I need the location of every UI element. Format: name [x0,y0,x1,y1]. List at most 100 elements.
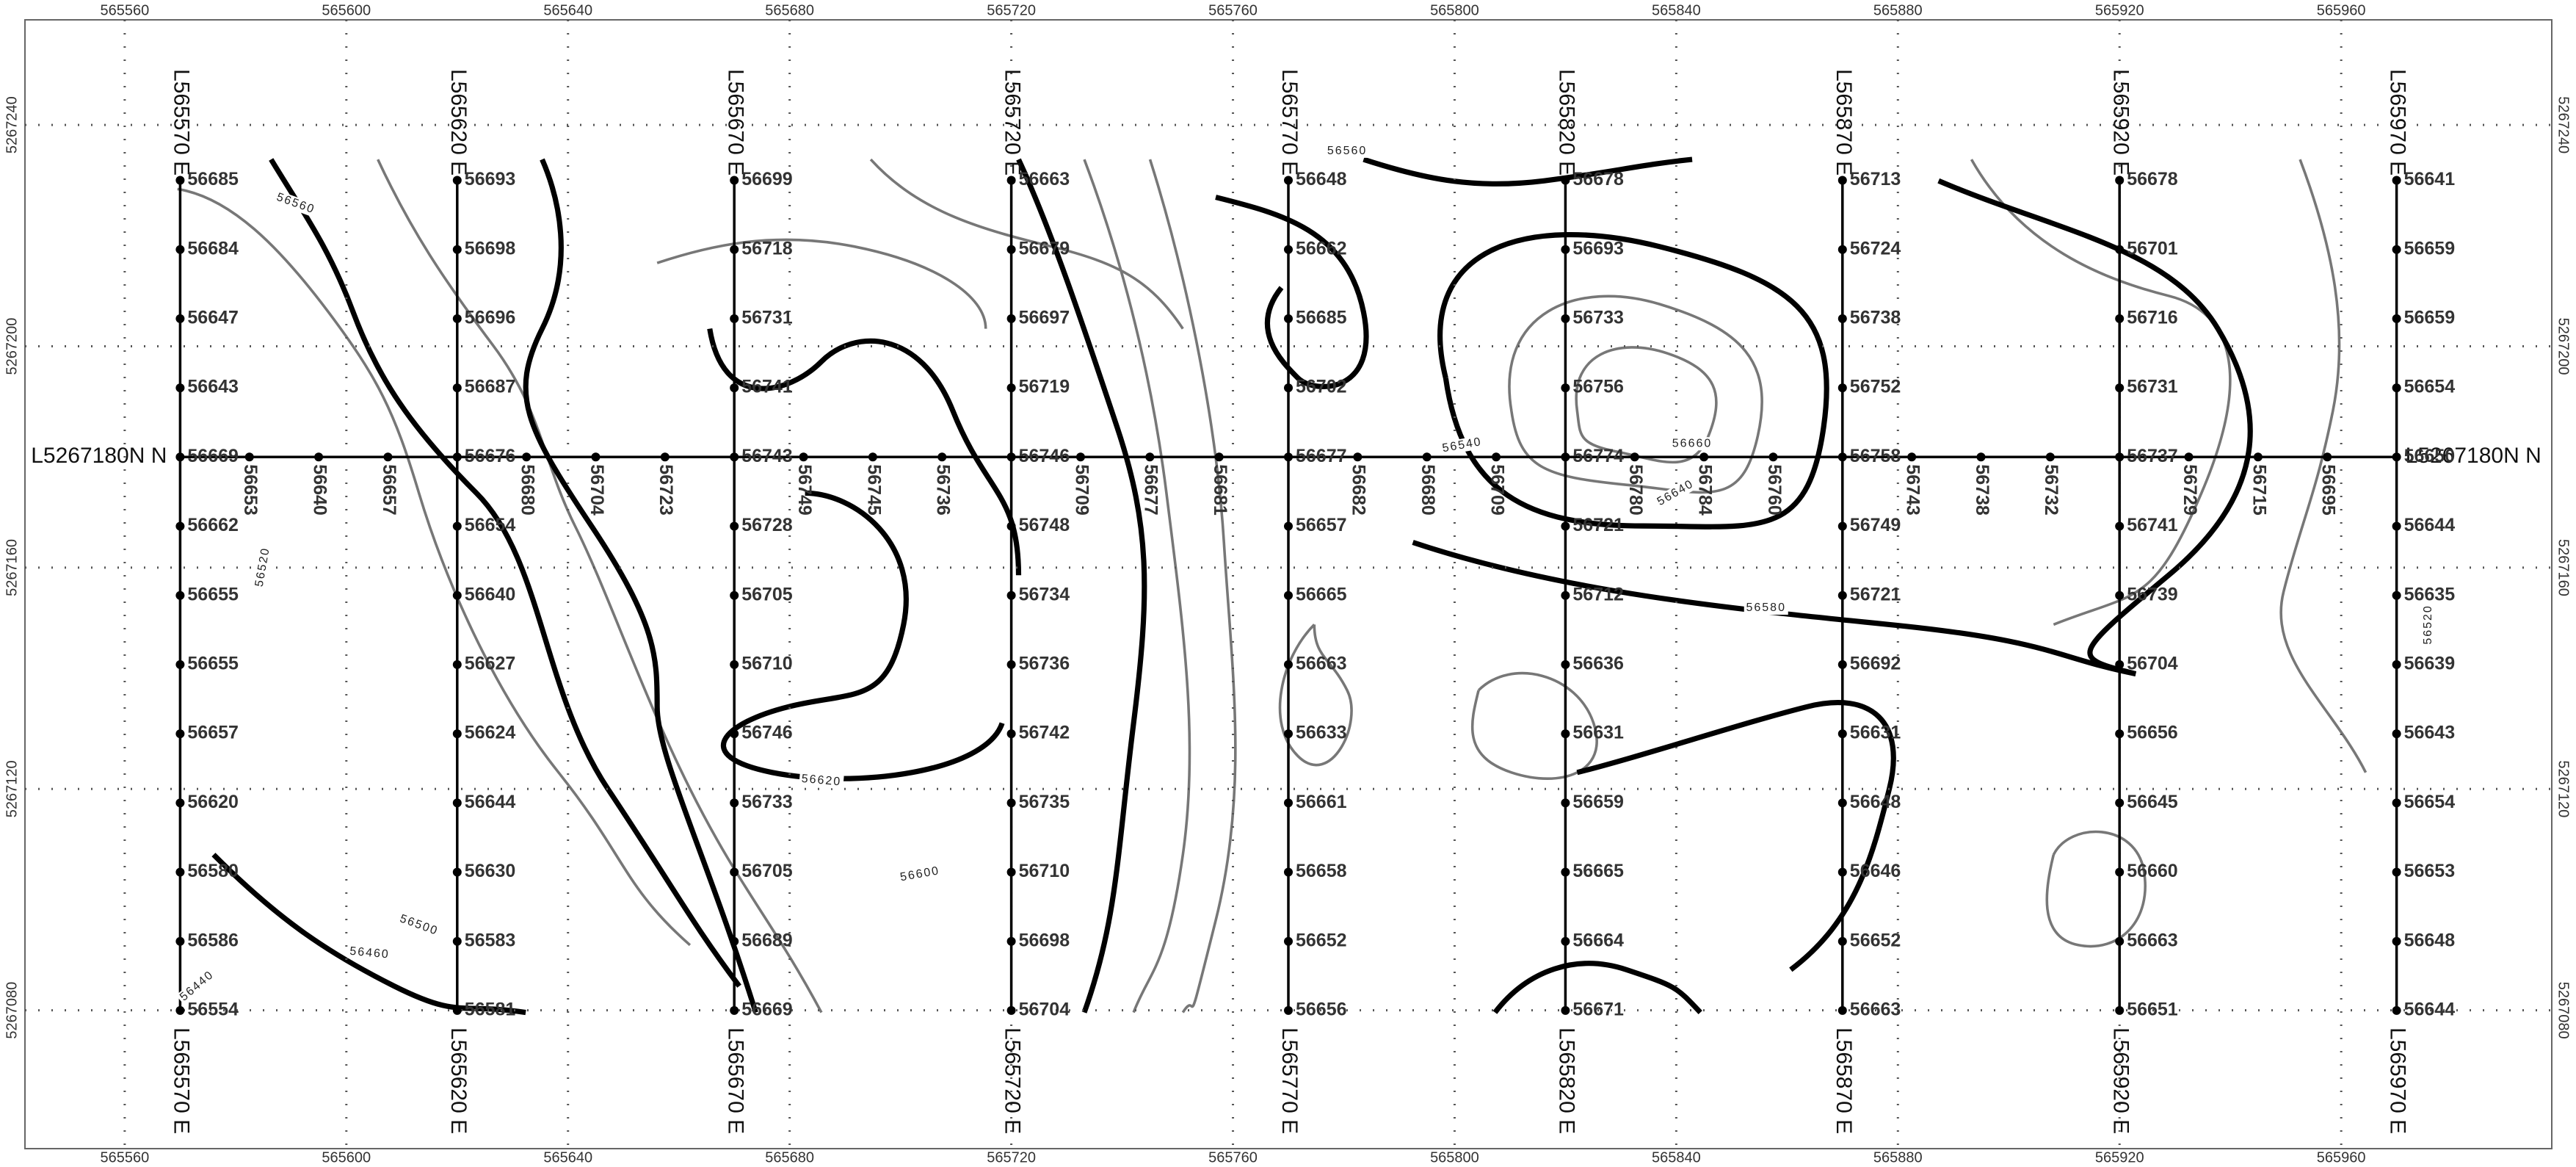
line-label: L565770 E [1277,69,1302,176]
station-value: 56684 [187,238,239,259]
contour [1576,700,1896,972]
station [175,314,185,323]
station-value: 56696 [465,308,516,328]
contour [869,158,1184,330]
line-label: L565670 E [723,1027,747,1134]
station-value: 56741 [2127,515,2178,535]
station [1214,452,1224,462]
station-value: 56687 [465,377,516,397]
x-tick-label: 565920 [2095,1149,2144,1166]
station-value: 56698 [1019,930,1070,950]
station-value: 56659 [2404,308,2456,328]
station [1561,1005,1570,1015]
station [1006,867,1016,877]
station-value: 56758 [1850,446,1901,466]
station-value: 56716 [2127,308,2178,328]
station [452,729,462,739]
contour-label: 56460 [349,945,391,961]
station-value: 56663 [1019,169,1070,189]
station-value: 56654 [465,515,516,535]
station-value: 56780 [1625,464,1646,516]
station [314,452,324,462]
x-tick-label: 565960 [2317,2,2366,18]
station-value: 56671 [1572,1000,1624,1020]
station-value: 56709 [1071,464,1092,516]
station-value: 56742 [1019,723,1070,743]
station [1284,1005,1293,1015]
station [1284,867,1293,877]
station-value: 56657 [379,464,399,516]
station-value: 56733 [741,792,793,812]
station-value: 56660 [2127,861,2178,881]
station [730,590,739,600]
contour-label-bg [2421,602,2435,647]
station [452,176,462,185]
station-value: 56689 [741,930,793,950]
x-tick-label: 565960 [2317,1149,2366,1166]
station-value: 56659 [1572,792,1624,812]
contour-label-bg [1670,437,1715,451]
station-value: 56655 [187,654,239,674]
station [1075,452,1085,462]
station-value: 56709 [1487,464,1507,516]
x-tick-label: 565920 [2095,2,2144,18]
station-value: 56677 [1141,464,1161,516]
station [452,936,462,946]
station [383,452,393,462]
station [730,452,739,462]
station [244,452,254,462]
station-value: 56653 [2404,861,2456,881]
station [1006,452,1016,462]
station [452,452,462,462]
station-value: 56738 [1972,464,1992,516]
station [1006,521,1016,531]
station [1284,383,1293,393]
station-value: 56647 [187,308,239,328]
station [2115,867,2125,877]
station-value: 56737 [2127,446,2178,466]
station-value: 56702 [1296,377,1347,397]
contour-label: 56620 [801,773,842,789]
line-label: L565970 E [2386,69,2410,176]
station [2184,452,2194,462]
station-value: 56580 [187,861,239,881]
y-tick-label: 5267120 [4,760,20,817]
station-value: 56633 [1296,723,1347,743]
station-value: 56738 [1850,308,1901,328]
station-value: 56640 [309,464,330,516]
station [2115,176,2125,185]
station [1561,798,1570,808]
station-value: 56656 [2127,723,2178,743]
station [452,1005,462,1015]
station-value: 56731 [741,308,793,328]
station [175,660,185,669]
station [1837,176,1847,185]
x-tick-label: 565600 [322,2,371,18]
station-value: 56669 [187,446,239,466]
station-value: 56705 [741,584,793,604]
station-value: 56635 [2404,584,2456,604]
station [1561,660,1570,669]
station [452,590,462,600]
station-value: 56620 [187,792,239,812]
station-value: 56721 [1572,515,1624,535]
station-value: 56644 [2404,1000,2456,1020]
station [1145,452,1155,462]
station [1561,383,1570,393]
station-value: 56639 [2404,654,2456,674]
x-tick-label: 565840 [1652,1149,1701,1166]
station [1561,867,1570,877]
station-value: 56554 [187,1000,239,1020]
x-tick-label: 565680 [765,2,814,18]
x-tick-label: 565840 [1652,2,1701,18]
station-value: 56650 [2404,446,2456,466]
station [730,660,739,669]
x-tick-label: 565640 [543,1149,592,1166]
station-value: 56713 [1850,169,1901,189]
contour-label-bg [252,543,274,590]
y-tick-label: 5267080 [2555,982,2572,1039]
station [1837,590,1847,600]
station-value: 56651 [2127,1000,2178,1020]
station [2392,936,2401,946]
